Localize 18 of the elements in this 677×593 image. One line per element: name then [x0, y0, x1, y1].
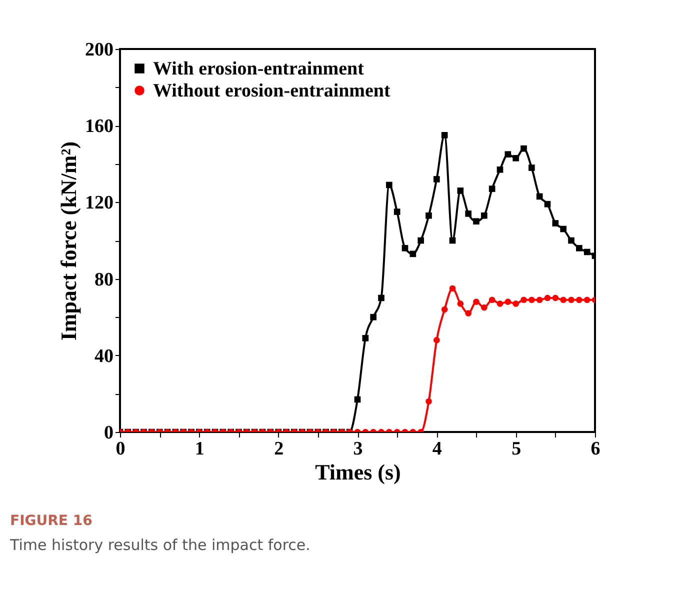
x-tick-label: 4 [432, 438, 442, 460]
y-axis-title: Impact force (kN/m²) [56, 141, 81, 341]
y-tick-label: 160 [85, 116, 114, 138]
legend-label: Without erosion-entrainment [153, 80, 391, 102]
y-tick-label: 80 [94, 269, 114, 290]
y-tick-label: 40 [94, 346, 114, 367]
x-tick-label: 2 [274, 438, 284, 460]
x-tick-label: 5 [512, 438, 522, 460]
x-tick-label: 1 [194, 438, 204, 460]
caption: FIGURE 16 [10, 513, 92, 529]
legend-label: With erosion-entrainment [153, 58, 365, 80]
y-tick-label: 0 [104, 422, 114, 444]
y-tick-label: 120 [85, 192, 114, 214]
text: Time history results of the impact force. [9, 536, 310, 554]
x-tick-label: 6 [590, 438, 600, 460]
x-tick-label: 3 [353, 438, 363, 460]
y-tick-label: 200 [85, 40, 114, 60]
x-axis-title: Times (s) [315, 460, 401, 484]
